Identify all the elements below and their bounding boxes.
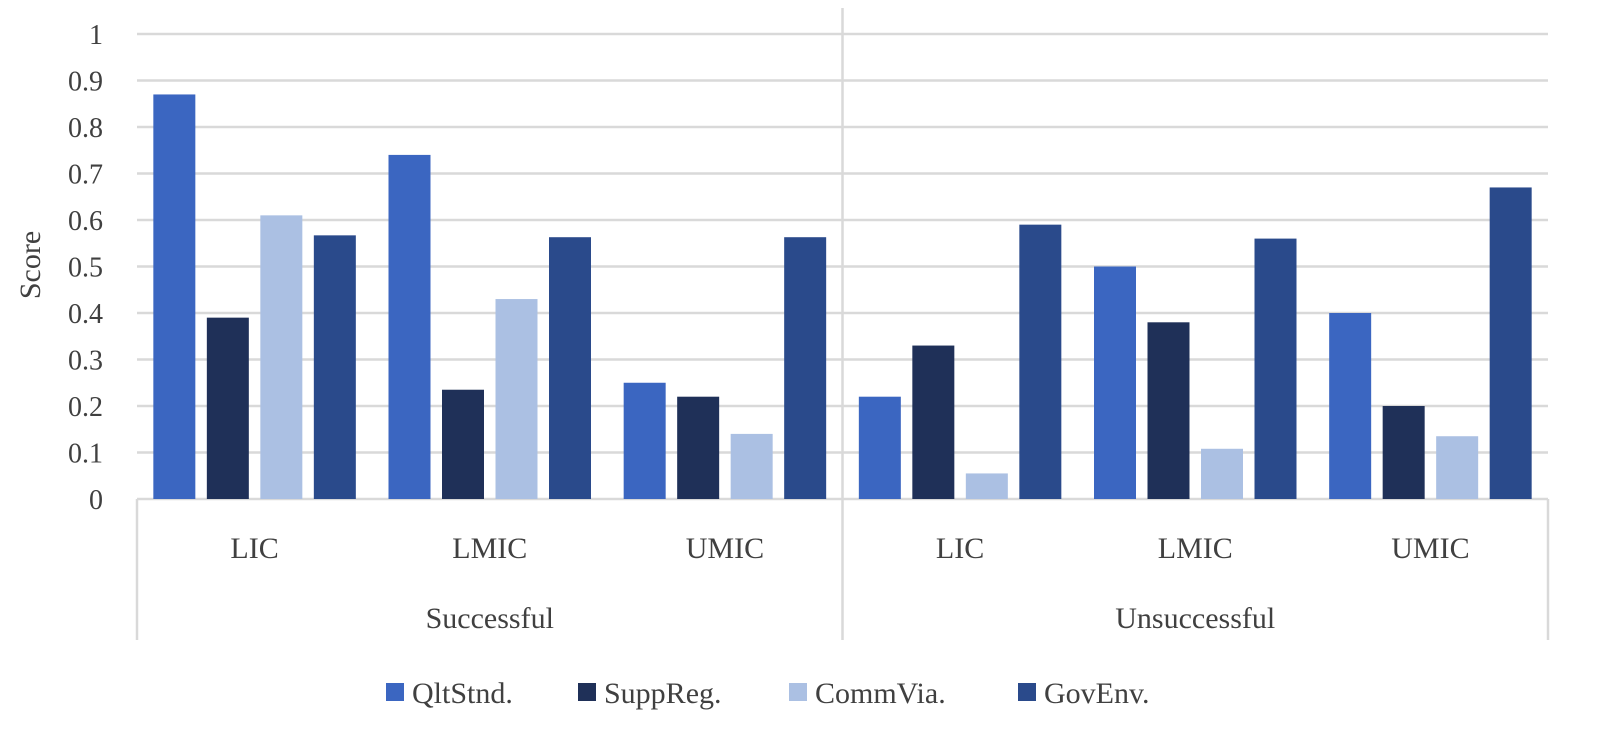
y-tick-labels: 0 0.1 0.2 0.3 0.4 0.5 0.6 0.7 0.8 0.9 1 <box>68 20 103 516</box>
bar-commvia-successful-umic <box>730 433 773 499</box>
bar-govenv-successful-lic <box>313 235 356 499</box>
category-label: UMIC <box>686 532 764 565</box>
category-label: LIC <box>230 532 278 565</box>
bar-commvia-successful-lmic <box>495 299 538 499</box>
bar-govenv-unsuccessful-umic <box>1489 187 1532 499</box>
y-tick-label: 1 <box>89 20 103 51</box>
group-label: Successful <box>426 602 554 635</box>
y-tick-label: 0.1 <box>68 439 103 470</box>
bar-govenv-successful-umic <box>784 237 827 499</box>
bar-suppreg-unsuccessful-lmic <box>1147 322 1190 499</box>
bar-govenv-successful-lmic <box>549 237 591 499</box>
legend-label: GovEnv. <box>1044 677 1150 710</box>
bar-qltstnd-successful-umic <box>623 382 666 499</box>
bar-commvia-unsuccessful-lic <box>965 473 1008 499</box>
legend-swatch <box>789 683 807 701</box>
category-labels: LIC LMIC UMIC LIC LMIC UMIC <box>230 532 1469 565</box>
y-tick-label: 0.4 <box>68 299 103 330</box>
group-label: Unsuccessful <box>1115 602 1275 635</box>
category-label: LIC <box>936 532 984 565</box>
y-tick-label: 0.2 <box>68 392 103 423</box>
legend-label: CommVia. <box>815 677 946 710</box>
legend: QltStnd. SuppReg. CommVia. GovEnv. <box>386 677 1150 710</box>
bar-qltstnd-unsuccessful-lmic <box>1094 266 1136 499</box>
bar-suppreg-unsuccessful-umic <box>1382 406 1425 499</box>
bar-commvia-successful-lic <box>260 215 303 499</box>
bars <box>153 94 1532 499</box>
bar-suppreg-successful-lic <box>206 317 249 499</box>
bar-qltstnd-successful-lmic <box>388 154 431 499</box>
legend-label: QltStnd. <box>412 677 513 710</box>
y-tick-label: 0.7 <box>68 160 103 191</box>
bar-suppreg-unsuccessful-lic <box>912 345 955 499</box>
y-tick-label: 0.8 <box>68 113 103 144</box>
bar-commvia-unsuccessful-lmic <box>1201 448 1243 499</box>
bar-qltstnd-unsuccessful-umic <box>1329 313 1372 499</box>
legend-swatch <box>386 683 404 701</box>
legend-swatch <box>578 683 596 701</box>
y-tick-label: 0 <box>89 485 103 516</box>
y-tick-label: 0.6 <box>68 206 103 237</box>
bar-commvia-unsuccessful-umic <box>1436 436 1479 499</box>
bar-govenv-unsuccessful-lic <box>1019 224 1062 499</box>
y-tick-label: 0.5 <box>68 253 103 284</box>
y-axis-title: Score <box>14 231 47 299</box>
category-label: LMIC <box>452 532 527 565</box>
legend-swatch <box>1018 683 1036 701</box>
bar-qltstnd-successful-lic <box>153 94 196 499</box>
legend-label: SuppReg. <box>604 677 722 710</box>
bar-suppreg-successful-lmic <box>442 389 484 499</box>
bar-qltstnd-unsuccessful-lic <box>858 396 901 499</box>
bar-govenv-unsuccessful-lmic <box>1254 238 1297 499</box>
y-tick-label: 0.3 <box>68 346 103 377</box>
category-label: UMIC <box>1391 532 1469 565</box>
y-tick-label: 0.9 <box>68 67 103 98</box>
axis-frame <box>135 8 1550 640</box>
category-label: LMIC <box>1158 532 1233 565</box>
group-labels: Successful Unsuccessful <box>426 602 1276 635</box>
bar-suppreg-successful-umic <box>677 396 720 499</box>
